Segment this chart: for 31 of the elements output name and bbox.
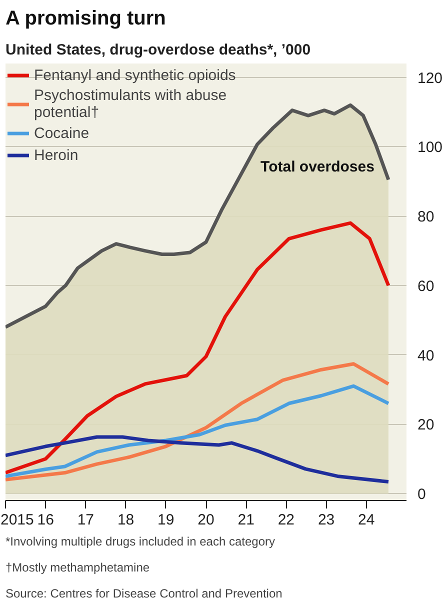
x-tick-label: 16 — [37, 512, 54, 528]
y-tick-label: 100 — [418, 139, 443, 156]
source-note: Source: Centres for Disease Control and Prevention — [6, 586, 282, 600]
x-tick-label: 2015 — [0, 512, 34, 528]
legend-label: Cocaine — [34, 124, 90, 142]
text: †Mostly methamphetamine — [6, 560, 150, 574]
y-tick-label: 120 — [418, 70, 443, 87]
y-tick-label: 40 — [418, 347, 434, 364]
chart-title: A promising turn — [6, 8, 166, 30]
x-tick-label: 24 — [358, 512, 375, 528]
legend-label: Fentanyl and synthetic opioids — [34, 66, 236, 84]
chart-subtitle: United States, drug-overdose deaths*, ’000 — [6, 42, 311, 58]
series-label: Total overdoses — [260, 158, 374, 176]
x-tick-label: 18 — [117, 512, 134, 528]
x-tick-label: 17 — [77, 512, 94, 528]
x-tick-label: 22 — [278, 512, 295, 528]
legend-label: Heroin — [34, 146, 78, 164]
line-series — [6, 362, 390, 482]
y-tick-label: 80 — [418, 208, 434, 226]
line-series — [6, 435, 390, 484]
line-series — [6, 221, 390, 475]
y-tick-label: 60 — [418, 278, 434, 295]
text: *Involving multiple drugs included in each category — [6, 534, 275, 548]
x-tick-label: 20 — [198, 512, 214, 528]
y-tick-label: 20 — [418, 416, 434, 434]
line-series — [6, 384, 390, 478]
x-tick-label: 21 — [238, 512, 254, 528]
x-tick-label: 19 — [158, 512, 174, 528]
y-tick-label: 0 — [418, 486, 426, 504]
x-tick-label: 23 — [318, 512, 335, 528]
legend-label: Psychostimulants with abuse potential† — [34, 87, 227, 121]
